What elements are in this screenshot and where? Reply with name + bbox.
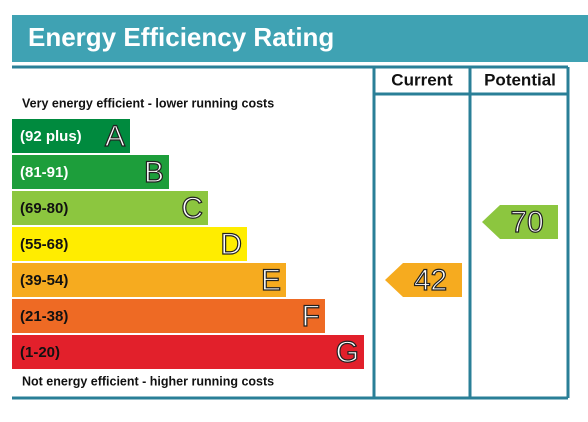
rating-band bbox=[12, 299, 325, 333]
rating-band bbox=[12, 335, 364, 369]
score-value: 42 bbox=[414, 264, 447, 297]
rating-band bbox=[12, 227, 247, 261]
band-letter: E bbox=[261, 264, 281, 297]
title-bar bbox=[12, 15, 588, 62]
top-label: Very energy efficient - lower running co… bbox=[22, 96, 274, 110]
column-header: Current bbox=[391, 70, 453, 89]
band-letter: B bbox=[144, 156, 164, 189]
rating-band bbox=[12, 191, 208, 225]
band-letter: C bbox=[181, 192, 203, 225]
band-range: (92 plus) bbox=[20, 128, 82, 145]
column-header: Potential bbox=[484, 70, 556, 89]
band-range: (21-38) bbox=[20, 308, 68, 325]
score-value: 70 bbox=[510, 206, 543, 239]
band-letter: D bbox=[220, 228, 242, 261]
band-range: (39-54) bbox=[20, 272, 68, 289]
title: Energy Efficiency Rating bbox=[28, 22, 334, 52]
score-arrow bbox=[482, 205, 558, 239]
band-range: (1-20) bbox=[20, 344, 60, 361]
band-letter: A bbox=[105, 120, 125, 153]
band-letter: F bbox=[302, 300, 320, 333]
band-letter: G bbox=[336, 336, 359, 369]
bottom-label: Not energy efficient - higher running co… bbox=[22, 374, 274, 388]
rating-band bbox=[12, 119, 130, 153]
rating-band bbox=[12, 155, 169, 189]
band-range: (55-68) bbox=[20, 236, 68, 253]
rating-band bbox=[12, 263, 286, 297]
band-range: (69-80) bbox=[20, 200, 68, 217]
score-arrow bbox=[385, 263, 462, 297]
band-range: (81-91) bbox=[20, 164, 68, 181]
